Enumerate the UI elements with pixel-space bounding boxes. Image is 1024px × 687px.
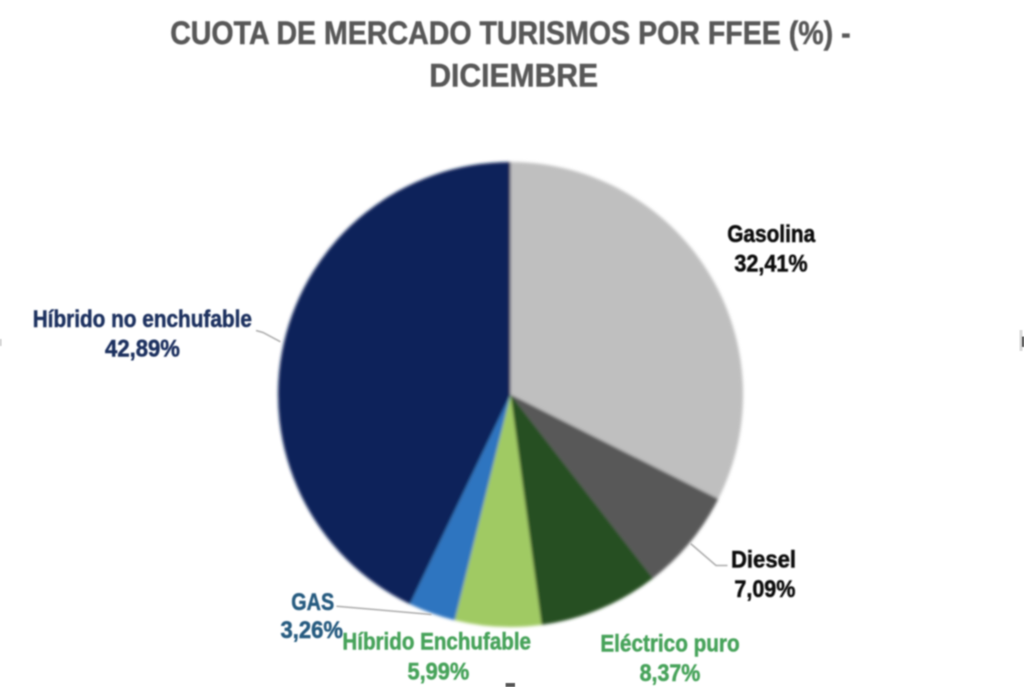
svg-text:GAS: GAS xyxy=(291,589,334,616)
svg-text:8,37%: 8,37% xyxy=(640,660,701,687)
svg-text:Eléctrico puro: Eléctrico puro xyxy=(600,631,739,658)
svg-text:7,09%: 7,09% xyxy=(734,576,795,603)
svg-text:5,99%: 5,99% xyxy=(408,659,470,686)
svg-text:42,89%: 42,89% xyxy=(105,336,180,363)
svg-text:Híbrido no enchufable: Híbrido no enchufable xyxy=(33,306,252,333)
svg-text:Híbrido Enchufable: Híbrido Enchufable xyxy=(342,628,531,655)
svg-text:32,41%: 32,41% xyxy=(734,250,807,277)
svg-text:DICIEMBRE: DICIEMBRE xyxy=(429,57,598,93)
svg-text:Gasolina: Gasolina xyxy=(727,221,816,248)
svg-text:Diesel: Diesel xyxy=(731,546,796,573)
svg-text:CUOTA DE MERCADO TURISMOS POR: CUOTA DE MERCADO TURISMOS POR FFEE (%) - xyxy=(170,15,850,51)
svg-text:3,26%: 3,26% xyxy=(280,617,343,644)
